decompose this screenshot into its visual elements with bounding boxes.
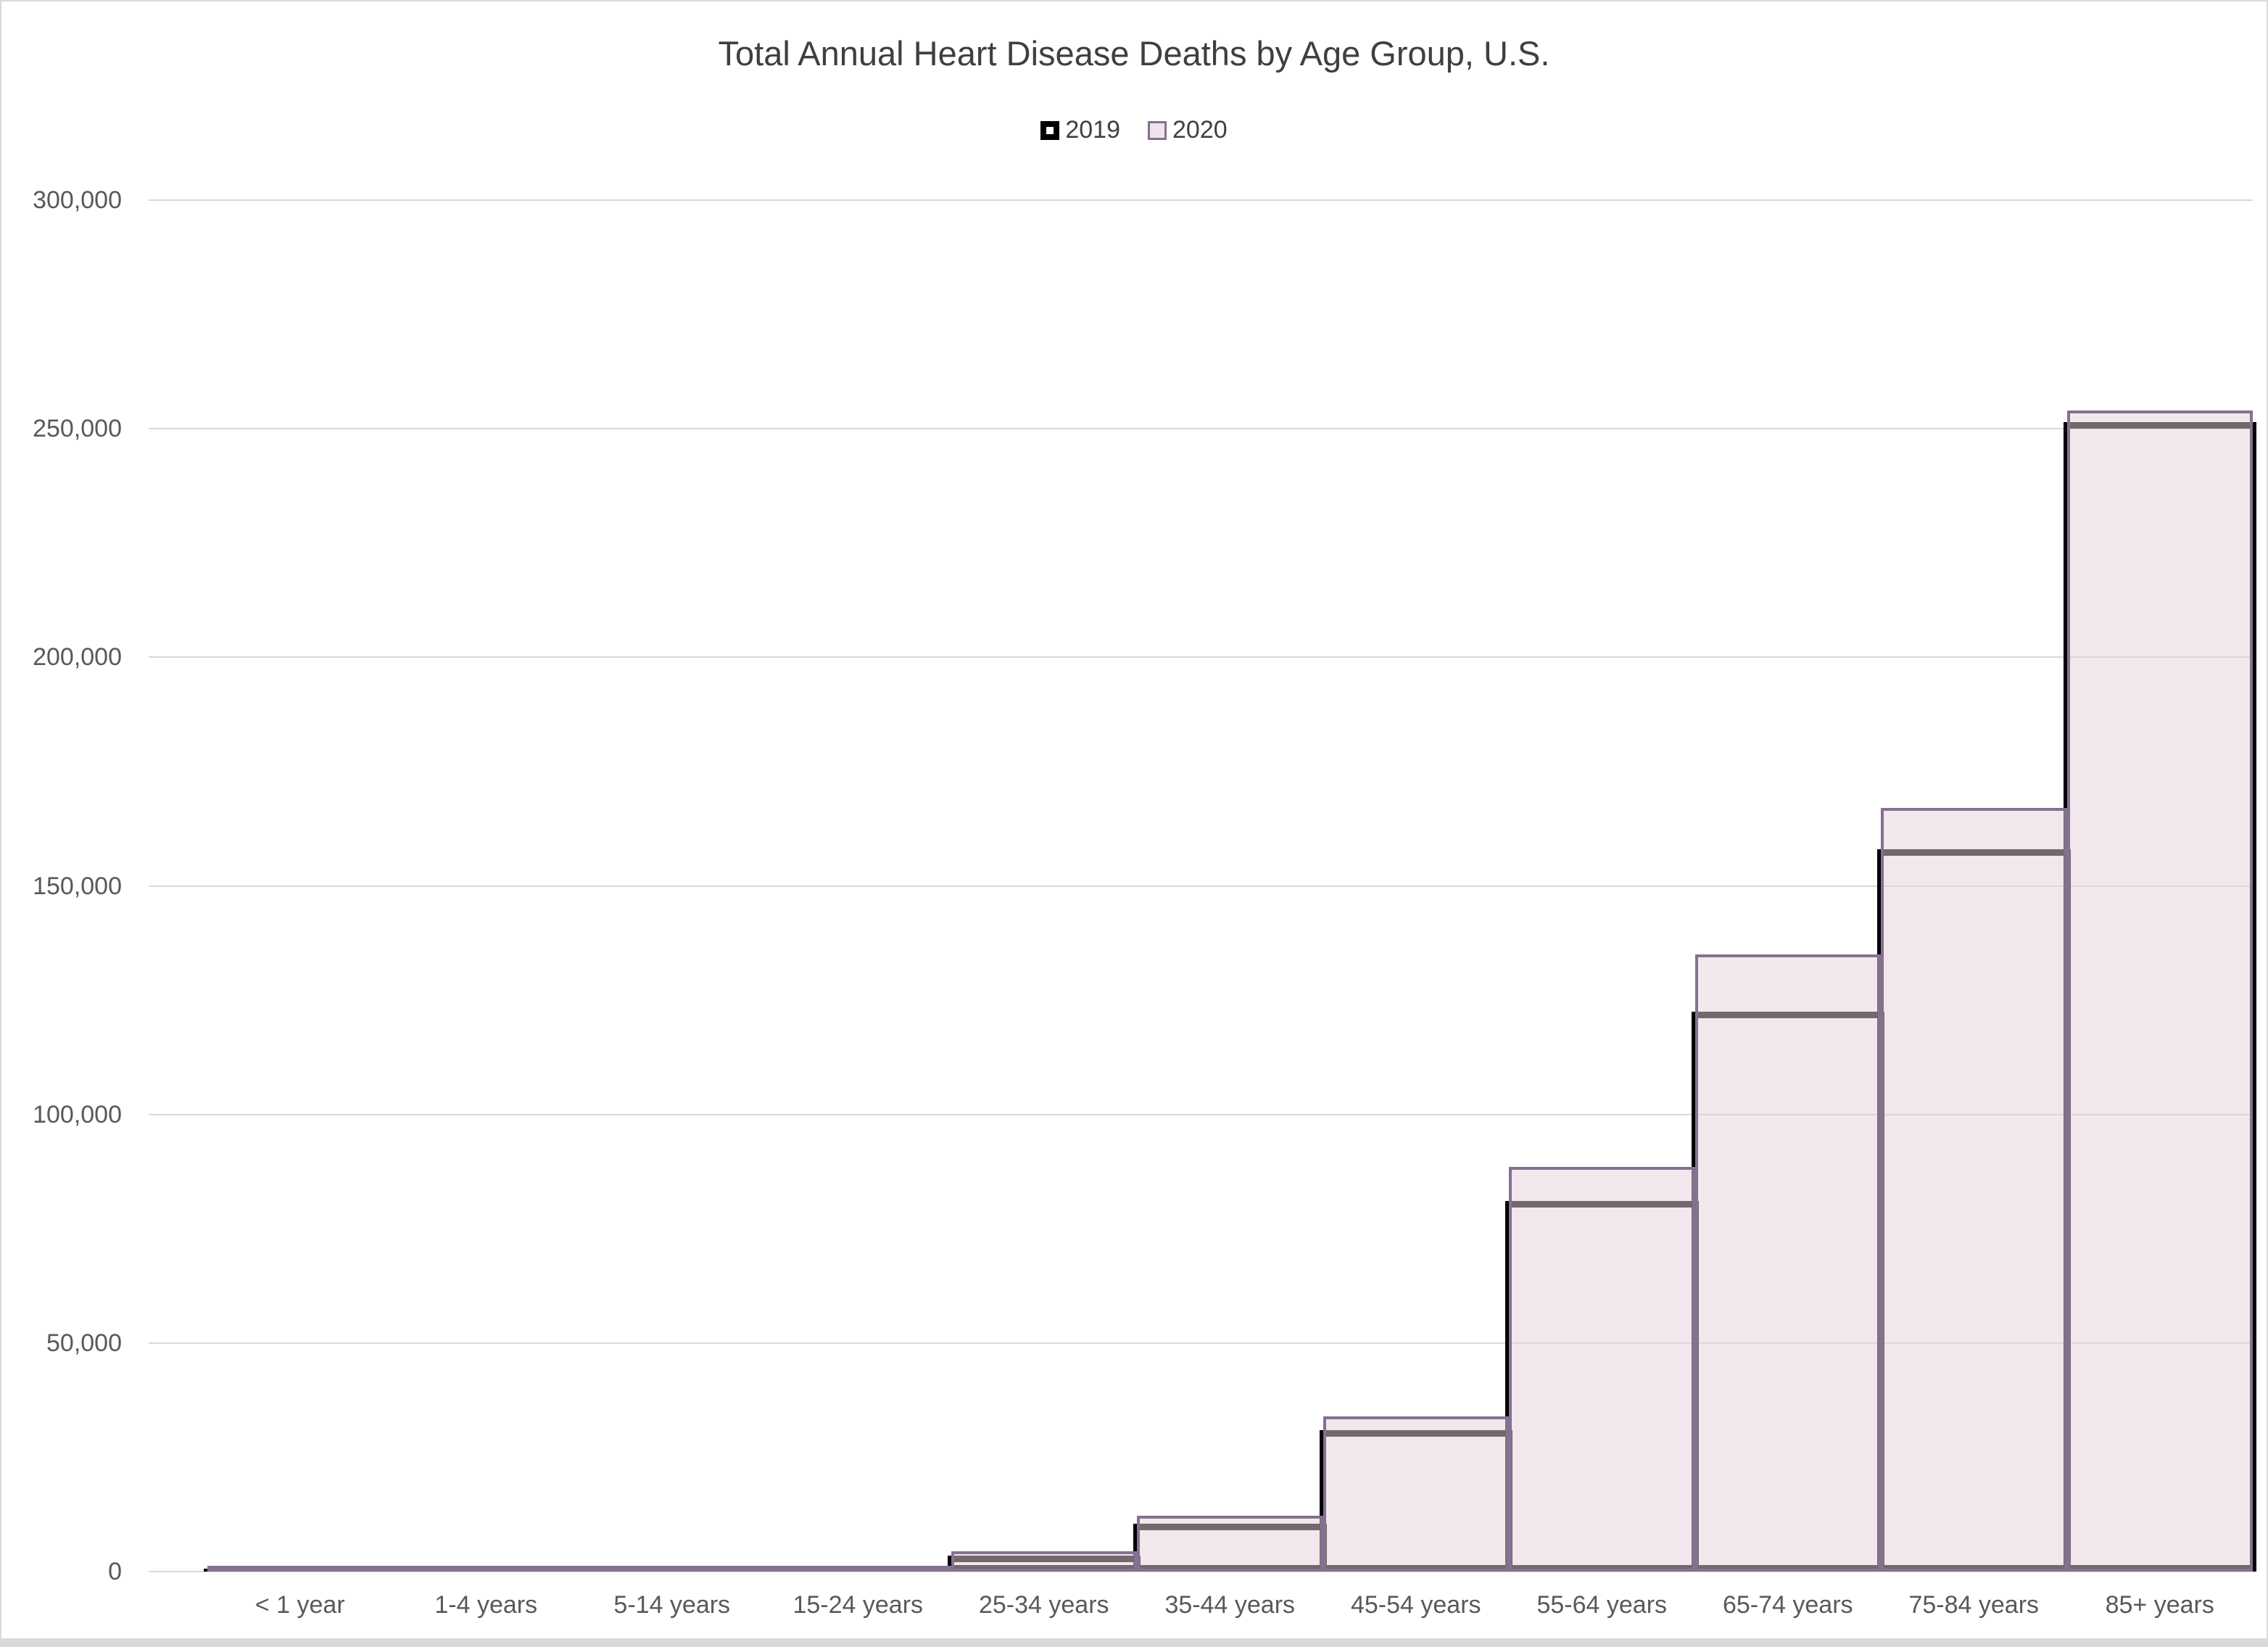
gridline [149, 656, 2253, 659]
y-axis-label: 0 [108, 1558, 122, 1585]
gridline [149, 1571, 2253, 1572]
bar-2020-5564years [1509, 1167, 1695, 1572]
x-axis-label: < 1 year [254, 1591, 345, 1619]
bar-2020-6574years [1694, 954, 1881, 1572]
gridline [149, 885, 2253, 887]
legend-item-2020: 2020 [1148, 116, 1228, 144]
x-axis-label: 75-84 years [1908, 1591, 2040, 1619]
y-axis-label: 250,000 [33, 415, 122, 443]
bar-2020-3544years [1137, 1516, 1323, 1572]
bar-2020-1524years [765, 1566, 951, 1572]
x-axis-label: 85+ years [2105, 1591, 2214, 1619]
chart-title: Total Annual Heart Disease Deaths by Age… [718, 34, 1550, 73]
x-axis-label: 25-34 years [978, 1591, 1109, 1619]
x-axis-label: 45-54 years [1350, 1591, 1481, 1619]
bar-2020-7584years [1881, 808, 2067, 1572]
y-axis-label: 200,000 [33, 643, 122, 672]
bar-2020-85+years [2066, 410, 2253, 1572]
legend-label-2020: 2020 [1172, 116, 1228, 144]
x-axis-label: 15-24 years [792, 1591, 924, 1619]
bottom-frame-strip [1, 1638, 2267, 1646]
gridline [149, 428, 2253, 430]
bar-2020-514years [579, 1566, 765, 1572]
y-axis-label: 300,000 [33, 186, 122, 214]
bar-2020-4554years [1323, 1416, 1509, 1572]
x-axis-label: 35-44 years [1164, 1591, 1296, 1619]
y-axis-label: 100,000 [33, 1100, 122, 1128]
y-axis-label: 150,000 [33, 872, 122, 900]
bar-2020-<1year [207, 1566, 393, 1572]
legend-item-2019: 2019 [1040, 116, 1120, 144]
legend-swatch-2020-icon [1148, 120, 1167, 140]
plot-area [149, 199, 2256, 1572]
x-axis-label: 55-64 years [1536, 1591, 1668, 1619]
gridline [149, 199, 2253, 201]
bar-2020-2534years [951, 1551, 1137, 1572]
legend-label-2019: 2019 [1065, 116, 1120, 144]
gridline [149, 1342, 2253, 1344]
x-axis-label: 5-14 years [613, 1591, 731, 1619]
bar-2020-14years [393, 1566, 579, 1572]
x-axis-label: 1-4 years [434, 1591, 538, 1619]
gridline [149, 1113, 2253, 1115]
x-axis-label: 65-74 years [1722, 1591, 1853, 1619]
y-axis-label: 50,000 [46, 1329, 122, 1357]
legend-swatch-2019-icon [1040, 120, 1060, 140]
legend: 2019 2020 [1, 116, 2267, 144]
